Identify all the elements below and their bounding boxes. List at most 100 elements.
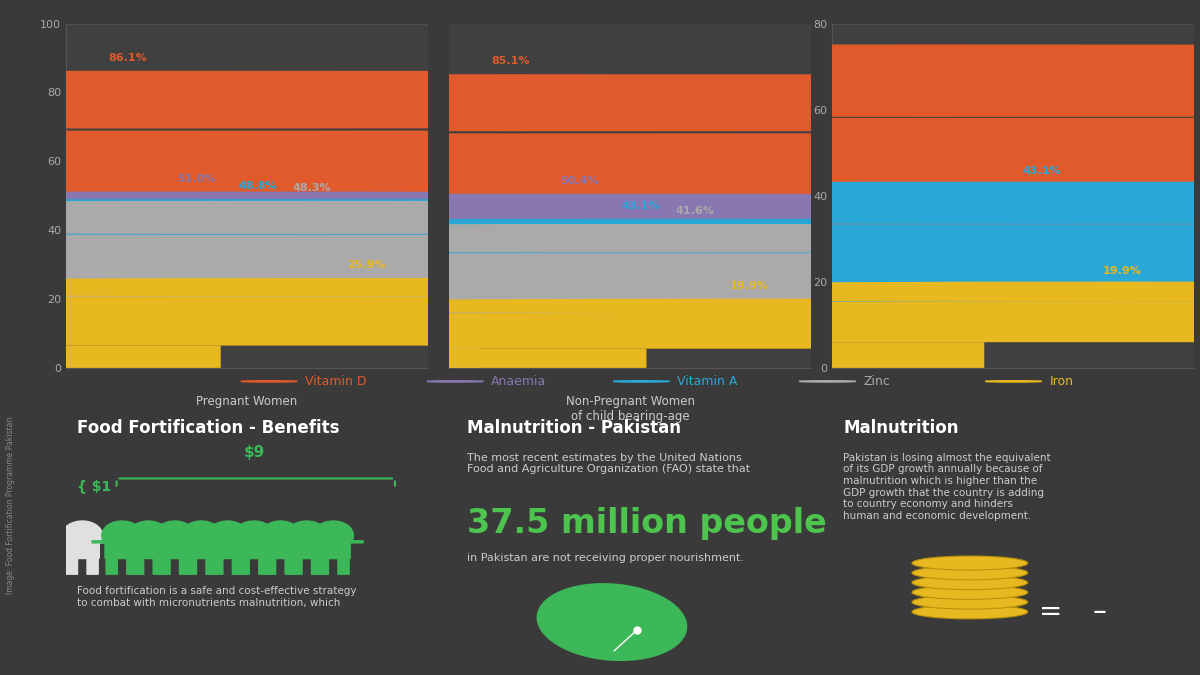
FancyBboxPatch shape: [91, 540, 107, 543]
FancyBboxPatch shape: [138, 540, 152, 543]
FancyBboxPatch shape: [864, 326, 1200, 368]
Circle shape: [330, 282, 1200, 301]
Text: The most recent estimates by the United Nations
Food and Agriculture Organizatio: The most recent estimates by the United …: [467, 453, 750, 475]
FancyBboxPatch shape: [311, 558, 324, 575]
FancyBboxPatch shape: [0, 134, 1200, 286]
FancyBboxPatch shape: [302, 540, 318, 543]
FancyBboxPatch shape: [0, 328, 479, 368]
Text: –: –: [1093, 598, 1106, 626]
Text: 48.3%: 48.3%: [293, 183, 331, 193]
Text: Anaemia: Anaemia: [491, 375, 546, 388]
Text: Iron: Iron: [1050, 375, 1074, 388]
Text: 25.9%: 25.9%: [347, 260, 385, 270]
FancyBboxPatch shape: [0, 326, 40, 368]
FancyBboxPatch shape: [131, 534, 166, 559]
Circle shape: [128, 521, 169, 549]
Circle shape: [0, 219, 1200, 248]
FancyBboxPatch shape: [290, 558, 302, 575]
Text: Pakistan is losing almost the equivalent
of its GDP growth annually because of
m: Pakistan is losing almost the equivalent…: [844, 453, 1051, 521]
FancyBboxPatch shape: [106, 558, 118, 575]
Circle shape: [0, 151, 1200, 257]
Circle shape: [0, 45, 1200, 116]
FancyBboxPatch shape: [232, 558, 245, 575]
Text: 43.1%: 43.1%: [1022, 166, 1062, 176]
FancyBboxPatch shape: [270, 540, 284, 543]
FancyBboxPatch shape: [532, 326, 1200, 368]
FancyBboxPatch shape: [276, 540, 292, 543]
FancyBboxPatch shape: [152, 558, 166, 575]
Circle shape: [241, 381, 298, 382]
FancyBboxPatch shape: [317, 349, 647, 368]
FancyBboxPatch shape: [612, 294, 1200, 368]
Text: 51.0%: 51.0%: [176, 173, 215, 184]
FancyBboxPatch shape: [317, 313, 1182, 349]
Circle shape: [234, 521, 275, 549]
FancyBboxPatch shape: [0, 326, 418, 368]
Circle shape: [0, 75, 1200, 130]
Circle shape: [260, 521, 301, 549]
Text: Malnutrition - Pakistan: Malnutrition - Pakistan: [467, 419, 682, 437]
Text: 85.1%: 85.1%: [492, 56, 530, 66]
Ellipse shape: [536, 583, 688, 661]
FancyBboxPatch shape: [52, 540, 67, 543]
FancyBboxPatch shape: [86, 558, 98, 575]
FancyBboxPatch shape: [0, 319, 318, 368]
Circle shape: [665, 180, 1200, 239]
FancyBboxPatch shape: [511, 346, 976, 368]
FancyBboxPatch shape: [66, 558, 78, 575]
FancyBboxPatch shape: [0, 235, 1200, 326]
FancyBboxPatch shape: [852, 349, 1182, 368]
Circle shape: [0, 225, 1200, 252]
Circle shape: [770, 276, 1200, 305]
Text: Food Fortification - Benefits: Food Fortification - Benefits: [77, 419, 340, 437]
FancyBboxPatch shape: [911, 328, 1200, 368]
FancyBboxPatch shape: [546, 342, 984, 368]
FancyBboxPatch shape: [118, 540, 133, 543]
Circle shape: [102, 521, 143, 549]
Circle shape: [0, 72, 1200, 128]
FancyBboxPatch shape: [205, 558, 218, 575]
Text: =: =: [108, 531, 124, 549]
FancyBboxPatch shape: [316, 534, 350, 559]
FancyBboxPatch shape: [0, 315, 546, 320]
FancyBboxPatch shape: [185, 558, 197, 575]
FancyBboxPatch shape: [158, 558, 170, 575]
Circle shape: [985, 381, 1042, 382]
FancyBboxPatch shape: [841, 319, 1200, 368]
FancyBboxPatch shape: [484, 324, 1200, 368]
Text: in Pakistan are not receiving proper nourishment.: in Pakistan are not receiving proper nou…: [467, 553, 744, 563]
FancyBboxPatch shape: [217, 540, 232, 543]
Text: Vitamin A: Vitamin A: [677, 375, 738, 388]
Text: Vitamin D: Vitamin D: [305, 375, 367, 388]
Circle shape: [0, 279, 1200, 296]
Ellipse shape: [912, 566, 1027, 580]
Ellipse shape: [912, 585, 1027, 599]
Circle shape: [613, 381, 670, 382]
FancyBboxPatch shape: [238, 558, 250, 575]
Circle shape: [208, 521, 248, 549]
FancyBboxPatch shape: [0, 227, 1200, 324]
FancyBboxPatch shape: [0, 249, 1200, 326]
FancyBboxPatch shape: [0, 286, 68, 368]
Circle shape: [0, 202, 1200, 233]
FancyBboxPatch shape: [349, 540, 364, 543]
Text: 37.5 million people: 37.5 million people: [467, 507, 827, 539]
Text: 48.8%: 48.8%: [239, 182, 277, 191]
FancyBboxPatch shape: [0, 234, 1200, 326]
FancyBboxPatch shape: [104, 534, 139, 559]
Circle shape: [0, 200, 1200, 232]
FancyBboxPatch shape: [132, 558, 144, 575]
FancyBboxPatch shape: [264, 558, 276, 575]
FancyBboxPatch shape: [323, 540, 337, 543]
Circle shape: [216, 302, 1200, 335]
FancyBboxPatch shape: [284, 558, 298, 575]
FancyBboxPatch shape: [170, 540, 186, 543]
Circle shape: [0, 245, 1200, 305]
Ellipse shape: [912, 595, 1027, 609]
Circle shape: [719, 273, 1200, 302]
Text: 43.1%: 43.1%: [622, 201, 660, 211]
FancyBboxPatch shape: [0, 313, 744, 368]
FancyBboxPatch shape: [545, 302, 1200, 342]
Ellipse shape: [912, 556, 1027, 570]
Circle shape: [32, 246, 1200, 306]
